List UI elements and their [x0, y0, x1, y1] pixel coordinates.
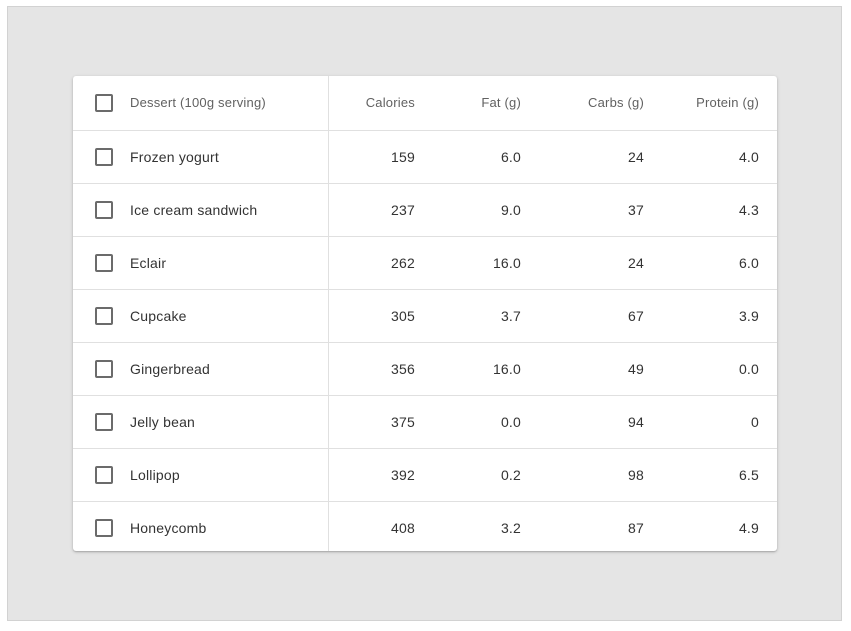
fat-cell: 0.2 [415, 448, 521, 502]
row-select-cell [73, 342, 130, 396]
fat-cell: 9.0 [415, 183, 521, 237]
carbs-cell: 24 [521, 236, 644, 290]
header-calories[interactable]: Calories [328, 76, 415, 131]
data-table-card: Dessert (100g serving) Calories Fat (g) … [73, 76, 777, 551]
calories-cell: 305 [328, 289, 415, 343]
row-select-cell [73, 236, 130, 290]
row-checkbox[interactable] [95, 147, 113, 166]
row-checkbox[interactable] [95, 359, 113, 378]
row-checkbox[interactable] [95, 518, 113, 537]
header-protein[interactable]: Protein (g) [644, 76, 777, 131]
table-row[interactable]: Honeycomb 408 3.2 87 4.9 [73, 501, 777, 551]
protein-cell: 0.0 [644, 342, 777, 396]
fat-cell: 16.0 [415, 342, 521, 396]
protein-cell: 4.0 [644, 130, 777, 184]
row-select-cell [73, 289, 130, 343]
header-carbs[interactable]: Carbs (g) [521, 76, 644, 131]
calories-cell: 408 [391, 519, 415, 536]
select-all-cell [73, 76, 130, 131]
dessert-name-cell: Cupcake [130, 289, 329, 343]
table-row[interactable]: Cupcake 305 3.7 67 3.9 [73, 289, 777, 343]
calories-cell: 159 [328, 130, 415, 184]
dessert-name-cell: Ice cream sandwich [130, 183, 329, 237]
carbs-cell: 94 [521, 395, 644, 449]
dessert-name-cell: Eclair [130, 236, 329, 290]
carbs-cell: 87 [628, 519, 644, 536]
table-row[interactable]: Eclair 262 16.0 24 6.0 [73, 236, 777, 290]
dessert-name-cell: Frozen yogurt [130, 130, 329, 184]
fat-cell: 3.7 [415, 289, 521, 343]
calories-cell: 356 [328, 342, 415, 396]
carbs-cell: 98 [521, 448, 644, 502]
dessert-name-cell: Jelly bean [130, 395, 329, 449]
fat-cell: 0.0 [415, 395, 521, 449]
header-fat[interactable]: Fat (g) [415, 76, 521, 131]
calories-cell: 237 [328, 183, 415, 237]
table-row[interactable]: Frozen yogurt 159 6.0 24 4.0 [73, 130, 777, 184]
dessert-data-table: Dessert (100g serving) Calories Fat (g) … [73, 76, 777, 551]
protein-cell: 6.5 [644, 448, 777, 502]
fat-cell: 6.0 [415, 130, 521, 184]
row-checkbox[interactable] [95, 306, 113, 325]
table-header-row: Dessert (100g serving) Calories Fat (g) … [73, 76, 777, 131]
dessert-name-cell: Gingerbread [130, 342, 329, 396]
table-row[interactable]: Jelly bean 375 0.0 94 0 [73, 395, 777, 449]
row-checkbox[interactable] [95, 412, 113, 431]
row-select-cell [73, 183, 130, 237]
carbs-cell: 37 [521, 183, 644, 237]
protein-cell: 3.9 [644, 289, 777, 343]
protein-cell: 6.0 [644, 236, 777, 290]
row-checkbox[interactable] [95, 465, 113, 484]
dessert-name-cell: Honeycomb [130, 501, 329, 551]
row-select-cell [73, 501, 130, 551]
row-checkbox[interactable] [95, 253, 113, 272]
carbs-cell: 67 [521, 289, 644, 343]
table-row[interactable]: Gingerbread 356 16.0 49 0.0 [73, 342, 777, 396]
select-all-checkbox[interactable] [95, 93, 113, 112]
fat-cell: 3.2 [500, 519, 521, 536]
calories-cell: 392 [328, 448, 415, 502]
row-select-cell [73, 130, 130, 184]
table-row[interactable]: Lollipop 392 0.2 98 6.5 [73, 448, 777, 502]
protein-cell: 4.3 [644, 183, 777, 237]
calories-cell: 262 [328, 236, 415, 290]
protein-cell: 0 [644, 395, 777, 449]
header-dessert[interactable]: Dessert (100g serving) [130, 76, 329, 131]
protein-cell: 4.9 [738, 519, 759, 536]
row-select-cell [73, 448, 130, 502]
table-row[interactable]: Ice cream sandwich 237 9.0 37 4.3 [73, 183, 777, 237]
carbs-cell: 24 [521, 130, 644, 184]
row-select-cell [73, 395, 130, 449]
fat-cell: 16.0 [415, 236, 521, 290]
dessert-name-cell: Lollipop [130, 448, 329, 502]
calories-cell: 375 [328, 395, 415, 449]
carbs-cell: 49 [521, 342, 644, 396]
row-checkbox[interactable] [95, 200, 113, 219]
